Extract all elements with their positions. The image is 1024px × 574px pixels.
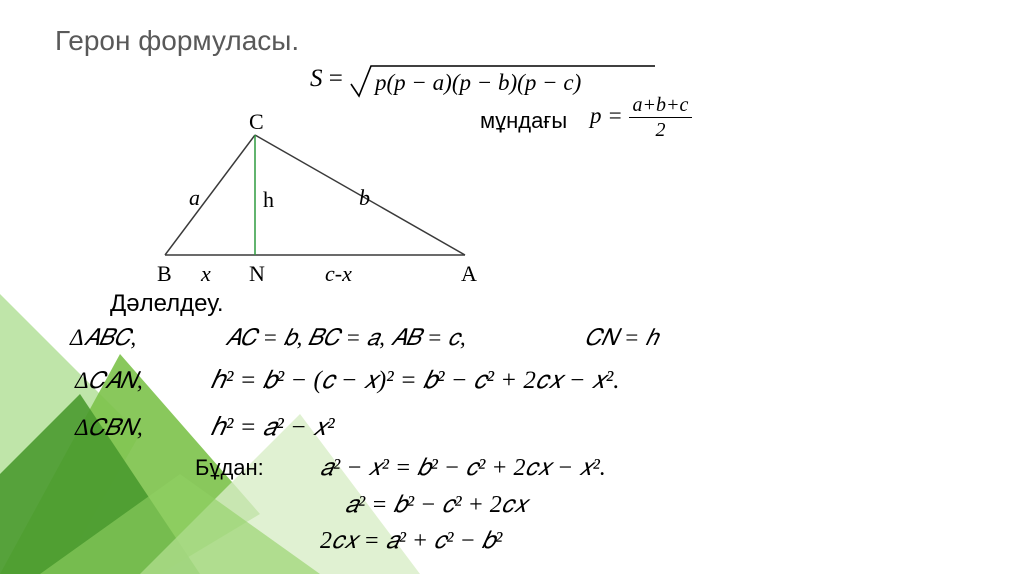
- cn-equals-h: 𝐶𝑁 = ℎ: [585, 325, 658, 351]
- therefore-label: Бұдан:: [195, 455, 264, 481]
- heron-formula: S = p(p − a)(p − b)(p − c): [310, 60, 659, 100]
- side-a: a: [189, 185, 200, 211]
- altitude-h: h: [263, 187, 274, 213]
- eq2: 𝑎² = 𝑏² − 𝑐² + 2𝑐𝑥: [345, 492, 527, 519]
- where-label: мұндағы: [480, 108, 567, 134]
- eq1: 𝑎² − 𝑥² = 𝑏² − 𝑐² + 2𝑐𝑥 − 𝑥².: [320, 455, 606, 482]
- triangle-abc: Δ𝐴𝐵𝐶,: [70, 325, 136, 351]
- svg-text:p(p − a)(p − b)(p − c): p(p − a)(p − b)(p − c): [373, 70, 581, 95]
- slide: { "title": "Герон формуласы.", "formula_…: [0, 0, 1024, 574]
- triangle-diagram: C B A N a b h x c-x: [145, 115, 485, 280]
- proof-label: Дәлелдеу.: [110, 290, 224, 318]
- vertex-a: A: [461, 261, 477, 287]
- triangle-can: Δ𝐶𝐴𝑁,: [75, 368, 143, 394]
- semiperimeter-formula: p = a+b+c 2: [590, 95, 692, 140]
- vertex-c: C: [249, 109, 264, 135]
- slide-title: Герон формуласы.: [55, 25, 299, 57]
- p-num: a+b+c: [629, 95, 693, 118]
- segment-cx: c-x: [325, 261, 352, 287]
- segment-x: x: [201, 261, 211, 287]
- eq3: 2𝑐𝑥 = 𝑎² + 𝑐² − 𝑏²: [320, 528, 502, 555]
- point-n: N: [249, 261, 265, 287]
- p-den: 2: [629, 118, 693, 140]
- triangle-cbn: Δ𝐶𝐵𝑁,: [75, 415, 143, 441]
- p-lhs: p =: [590, 103, 623, 128]
- given-sides: 𝐴𝐶 = 𝑏, 𝐵𝐶 = 𝑎, 𝐴𝐵 = 𝑐,: [225, 325, 466, 351]
- h-squared-cbn: ℎ² = 𝑎² − 𝑥²: [210, 412, 335, 442]
- side-b: b: [359, 185, 370, 211]
- h-squared-can: ℎ² = 𝑏² − (𝑐 − 𝑥)² = 𝑏² − 𝑐² + 2𝑐𝑥 − 𝑥².: [210, 365, 619, 395]
- sqrt-symbol: p(p − a)(p − b)(p − c): [349, 60, 659, 100]
- p-fraction: a+b+c 2: [629, 95, 693, 140]
- vertex-b: B: [157, 261, 172, 287]
